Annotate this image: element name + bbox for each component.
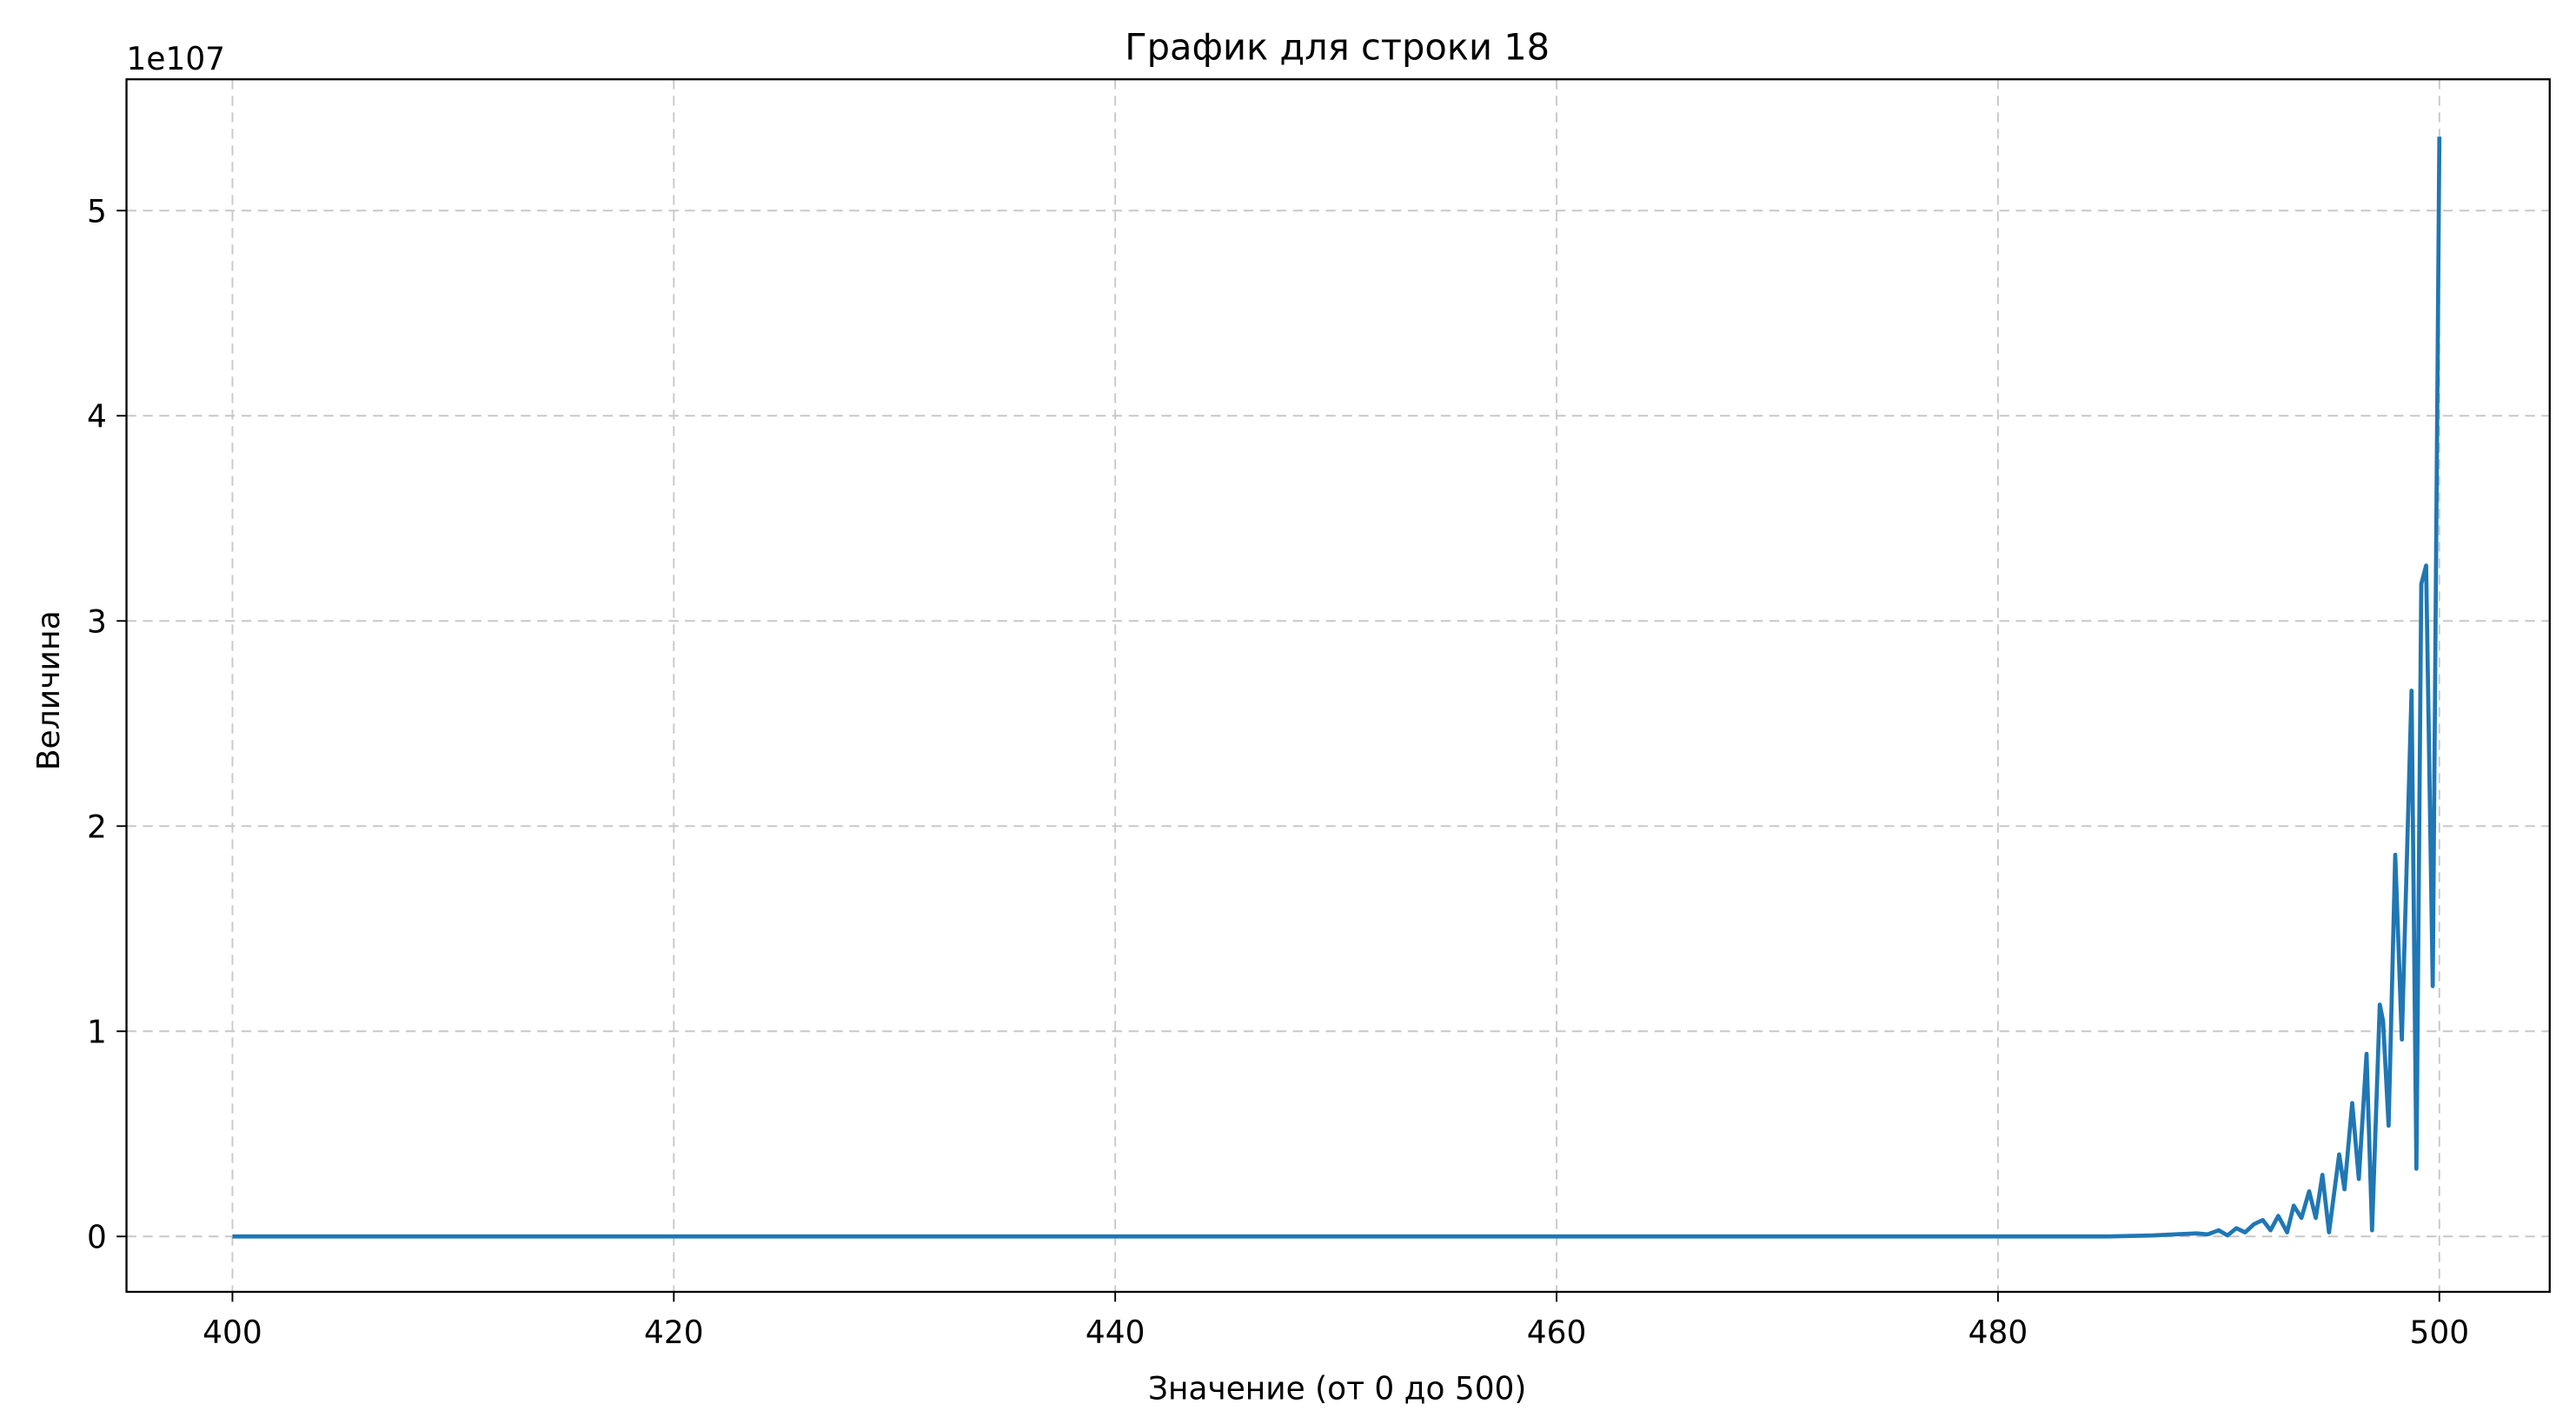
y-tick-label: 3 <box>87 604 107 640</box>
y-axis-label: Величина <box>31 610 67 770</box>
y-offset-label: 1e107 <box>127 42 225 77</box>
chart-title: График для строки 18 <box>1125 25 1550 68</box>
y-tick-label: 4 <box>87 399 107 435</box>
x-tick-label: 480 <box>1969 1315 2028 1351</box>
x-tick-label: 400 <box>202 1315 262 1351</box>
x-tick-label: 500 <box>2410 1315 2470 1351</box>
x-tick-label: 420 <box>644 1315 704 1351</box>
y-tick-label: 2 <box>87 809 107 845</box>
plot-frame <box>125 78 2551 1294</box>
y-tick-label: 1 <box>87 1015 107 1050</box>
data-line <box>232 136 2442 1239</box>
x-tick-label: 440 <box>1086 1315 1145 1351</box>
x-axis-label: Значение (от 0 до 500) <box>1148 1371 1526 1407</box>
y-tick-label: 5 <box>87 194 107 230</box>
y-tick-label: 0 <box>87 1220 107 1255</box>
x-tick-label: 460 <box>1527 1315 1587 1351</box>
